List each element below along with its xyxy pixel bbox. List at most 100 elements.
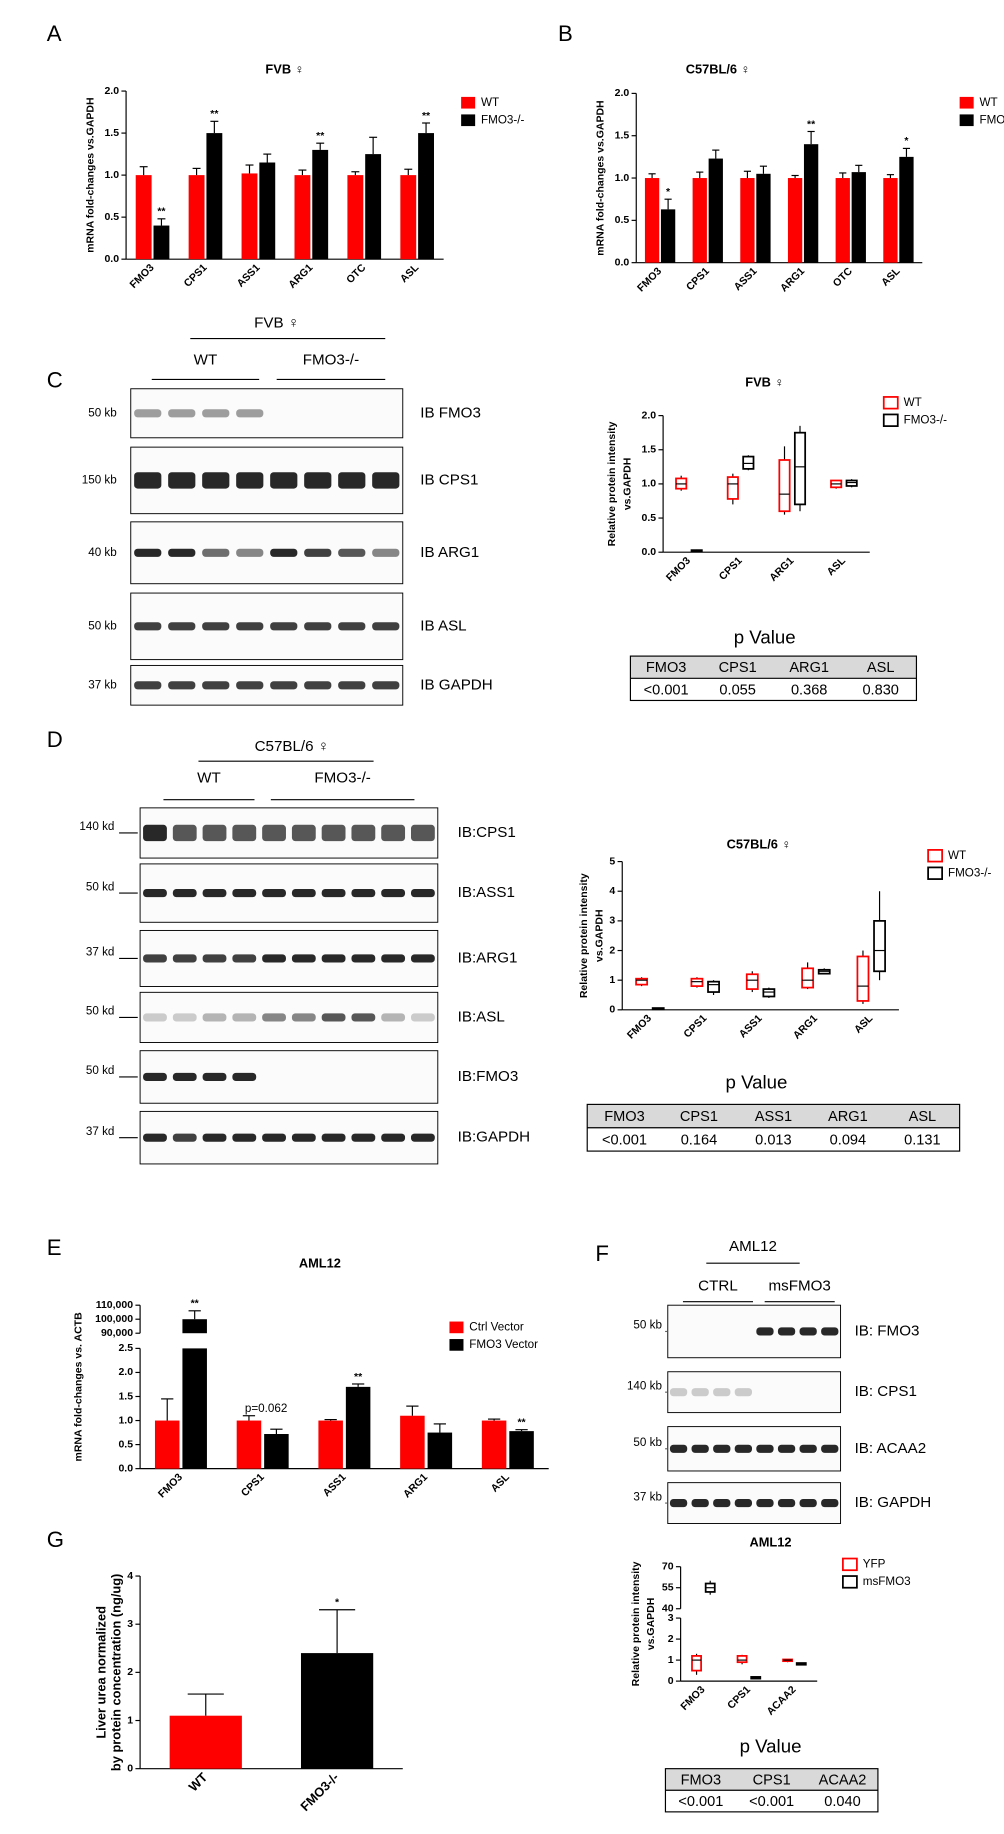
significance: * [666,186,671,198]
box [690,977,704,987]
significance: ** [422,110,431,122]
table-cell: 0.368 [791,682,827,698]
table-header: CPS1 [753,1772,791,1788]
table-cell: <0.001 [602,1132,647,1148]
y-tick-label: 100,000 [95,1313,133,1325]
band [202,472,230,489]
y-axis-label: Relative protein intensity [630,1561,642,1686]
legend-swatch [461,114,476,127]
blot-label: IB:GAPDH [458,1129,530,1146]
band [410,1013,435,1022]
bar [481,1420,507,1469]
size-marker: 37 kb [633,1490,662,1503]
bar [347,175,364,260]
figure-content: A B C D E F G FVB ♀ 0.0 0.5 1.0 1.5 2.0 mRNA fold-cha… [47,21,1004,1814]
band [410,824,435,842]
table-header: CPS1 [719,660,757,676]
x-tick-label: FMO3 [156,1471,185,1500]
table-title: p Value [734,627,796,648]
band [236,548,264,557]
x-tick-label: FMO3 [664,555,693,584]
band [172,1133,197,1142]
size-marker: 50 kb [633,1319,662,1332]
group-label: FMO3-/- [314,770,370,787]
x-tick-label: FMO3 [625,1012,654,1041]
blot-label: IB:FMO3 [458,1068,519,1085]
legend-swatch [959,96,974,109]
table-title: p Value [740,1736,802,1757]
box [762,988,776,998]
band [777,1444,796,1453]
legend-label: YFP [863,1557,886,1570]
table-cell: 0.164 [681,1132,717,1148]
table-cell: 0.830 [862,682,898,698]
box [736,1655,748,1664]
band [168,622,196,631]
bar [236,1420,262,1469]
legend-label: FMO3-/- [948,866,991,879]
bar [692,178,707,263]
band [381,889,406,898]
box [691,1655,702,1672]
band [270,622,298,631]
band [372,622,400,631]
y-axis-label: mRNA fold-changes vs.GAPDH [84,97,96,252]
band [134,472,162,489]
y-tick-label: 3 [668,1612,674,1624]
box [745,973,759,990]
y-tick-label: 1.5 [104,127,119,139]
box [845,479,858,487]
band [691,1444,709,1453]
bar [182,1319,207,1334]
band [172,1013,197,1022]
band [713,1444,731,1453]
y-axis-label: vs.GAPDH [645,1598,657,1651]
x-tick-label: ACAA2 [764,1684,798,1718]
legend-swatch [449,1321,464,1334]
band [799,1498,817,1508]
significance: ** [191,1298,200,1310]
band [821,1498,839,1508]
band [168,409,196,418]
band [202,622,230,631]
y-tick-label: 2.0 [104,85,119,97]
panel-letter: G [47,1527,64,1552]
band [321,1133,346,1142]
band [262,954,286,963]
band [236,681,264,690]
y-tick-label: 4 [127,1570,133,1582]
bar [756,173,771,263]
band [372,681,400,690]
band [270,472,298,489]
y-axis-label: mRNA fold-changes vs. ACTB [73,1312,85,1462]
band [202,889,227,898]
y-tick-label: 3 [609,915,615,927]
band [202,1133,227,1142]
size-marker: 40 kb [88,546,117,559]
size-marker: 50 kb [88,619,117,632]
band [410,954,435,963]
band [202,1072,227,1082]
band [338,472,366,489]
y-axis-label: vs.GAPDH [593,909,605,962]
x-tick-label: WT [186,1769,211,1794]
x-tick-label: CPS1 [717,555,745,583]
size-marker: 50 kd [86,880,115,893]
x-tick-label: ASS1 [235,262,263,290]
band [134,622,162,631]
band [291,824,316,842]
blot-frame [667,1371,842,1414]
band [713,1388,731,1397]
x-tick-label: CPS1 [684,265,712,293]
band [202,548,230,557]
group-label: WT [194,352,218,369]
band [134,681,162,690]
chart-title: AML12 [749,1535,791,1550]
bar [660,209,676,263]
y-axis-label: Liver urea normalized [94,1606,109,1739]
significance: ** [316,130,325,142]
band [304,681,332,690]
table-cell: 0.013 [755,1132,791,1148]
band [232,1013,257,1022]
legend-swatch [927,866,943,880]
